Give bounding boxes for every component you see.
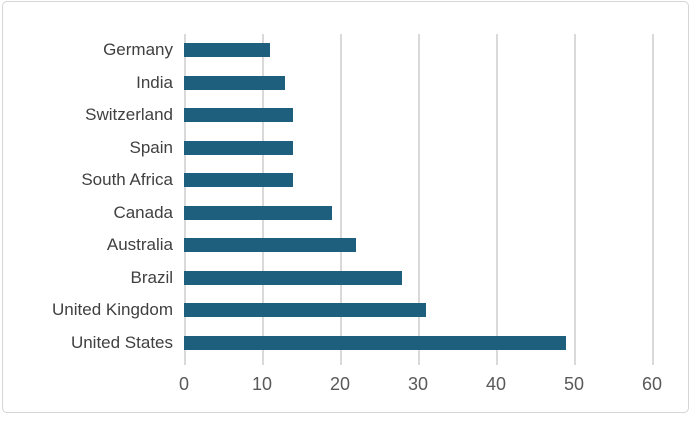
axis-tick (496, 359, 498, 365)
axis-tick (418, 359, 420, 365)
category-label: Brazil (130, 267, 173, 287)
bar (184, 173, 294, 188)
axis-tick (652, 359, 654, 365)
bar (184, 75, 286, 90)
x-tick-label: 40 (485, 374, 507, 394)
category-label: Switzerland (85, 105, 173, 124)
bar (184, 238, 356, 253)
gridline (262, 34, 264, 359)
axis-tick (340, 359, 342, 365)
bar (184, 108, 294, 123)
axis-tick (574, 359, 576, 365)
category-label: Spain (129, 137, 173, 157)
axis-tick (184, 359, 186, 365)
category-label: United Kingdom (52, 300, 173, 319)
bar (184, 205, 333, 220)
bar (184, 303, 426, 318)
gridline (184, 34, 186, 359)
bar (184, 43, 270, 58)
chart-card: Germany India Switzerland Spain South Africa… (2, 1, 689, 413)
x-tick-label: 30 (407, 374, 429, 394)
category-label: Canada (113, 202, 173, 222)
bar (184, 140, 294, 155)
x-tick-label: 50 (563, 374, 585, 394)
bar (184, 335, 567, 350)
category-label: Germany (103, 40, 173, 59)
category-label: South Africa (81, 170, 173, 189)
bar (184, 270, 403, 285)
gridline (496, 34, 498, 359)
gridline (340, 34, 342, 359)
category-label: United States (70, 332, 173, 352)
x-tick-label: 60 (641, 374, 663, 394)
axis-tick (262, 359, 264, 365)
x-tick-label: 0 (178, 374, 189, 394)
gridline (418, 34, 420, 359)
gridline (652, 34, 654, 359)
category-label: Australia (106, 235, 173, 254)
x-tick-label: 10 (251, 374, 273, 394)
category-label: India (136, 72, 173, 92)
gridline (574, 34, 576, 359)
x-tick-label: 20 (329, 374, 351, 394)
